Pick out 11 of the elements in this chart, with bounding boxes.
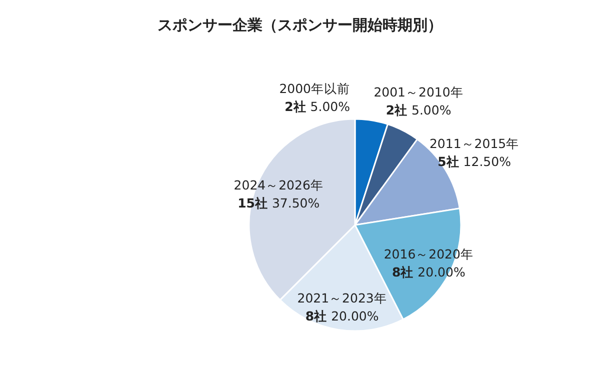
slice-label: 2011～2015年 [429, 136, 520, 151]
data-label: 2社 5.00% [386, 102, 452, 118]
data-label: 2社 5.00% [284, 99, 350, 114]
chart-title: スポンサー企業（スポンサー開始時期別） [158, 16, 442, 34]
slice-label: 2021～2023年 [297, 290, 387, 306]
slice-label: 2001～2010年 [374, 84, 464, 100]
data-label: 15社 37.50% [238, 195, 320, 210]
data-label: 8社 20.00% [305, 308, 379, 324]
slice-label: 2000年以前 [279, 81, 350, 96]
data-label: 5社 12.50% [438, 154, 512, 169]
slice-label: 2024～2026年 [234, 177, 324, 192]
